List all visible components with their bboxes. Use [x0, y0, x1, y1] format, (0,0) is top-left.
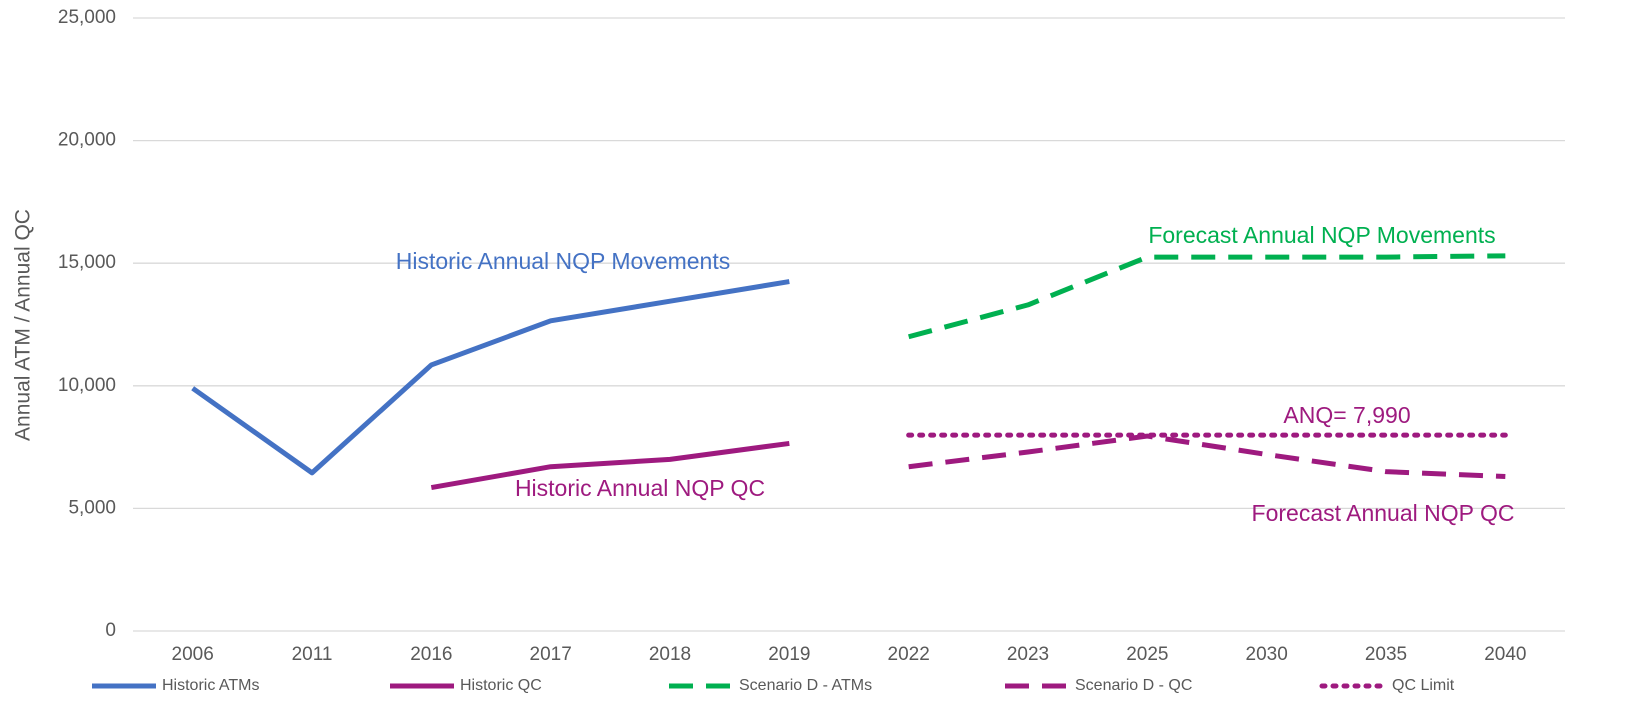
x-tick-label: 2022	[888, 644, 930, 665]
x-tick-label: 2016	[410, 644, 452, 665]
series-line	[430, 440, 790, 491]
x-tick-label: 2025	[1126, 644, 1168, 665]
x-tick-label: 2030	[1246, 644, 1288, 665]
legend-label: Scenario D - ATMs	[739, 677, 872, 694]
annotation: Forecast Annual NQP Movements	[1148, 222, 1495, 248]
annotation: Forecast Annual NQP QC	[1252, 500, 1515, 526]
annotation: Historic Annual NQP QC	[515, 475, 765, 501]
legend-label: Scenario D - QC	[1075, 677, 1192, 694]
x-tick-label: 2035	[1365, 644, 1407, 665]
x-tick-label: 2019	[768, 644, 810, 665]
y-tick-label: 20,000	[58, 130, 116, 151]
series-line	[908, 253, 1506, 340]
y-tick-label: 5,000	[68, 497, 116, 518]
x-tick-label: 2040	[1484, 644, 1526, 665]
annotation: Historic Annual NQP Movements	[396, 248, 731, 274]
x-tick-label: 2006	[172, 644, 214, 665]
y-tick-label: 0	[105, 620, 116, 641]
x-tick-label: 2011	[292, 644, 333, 665]
series-line	[191, 279, 790, 476]
x-tick-label: 2017	[530, 644, 572, 665]
x-tick-label: 2018	[649, 644, 691, 665]
y-tick-label: 15,000	[58, 252, 116, 273]
legend-label: QC Limit	[1392, 677, 1455, 694]
series-line	[908, 433, 1506, 480]
annotation: ANQ= 7,990	[1283, 402, 1410, 428]
y-tick-label: 10,000	[58, 375, 116, 396]
y-tick-label: 25,000	[58, 7, 116, 28]
x-tick-label: 2023	[1007, 644, 1049, 665]
legend-label: Historic ATMs	[162, 677, 259, 694]
legend-label: Historic QC	[460, 677, 542, 694]
y-axis-label: Annual ATM / Annual QC	[12, 209, 35, 441]
